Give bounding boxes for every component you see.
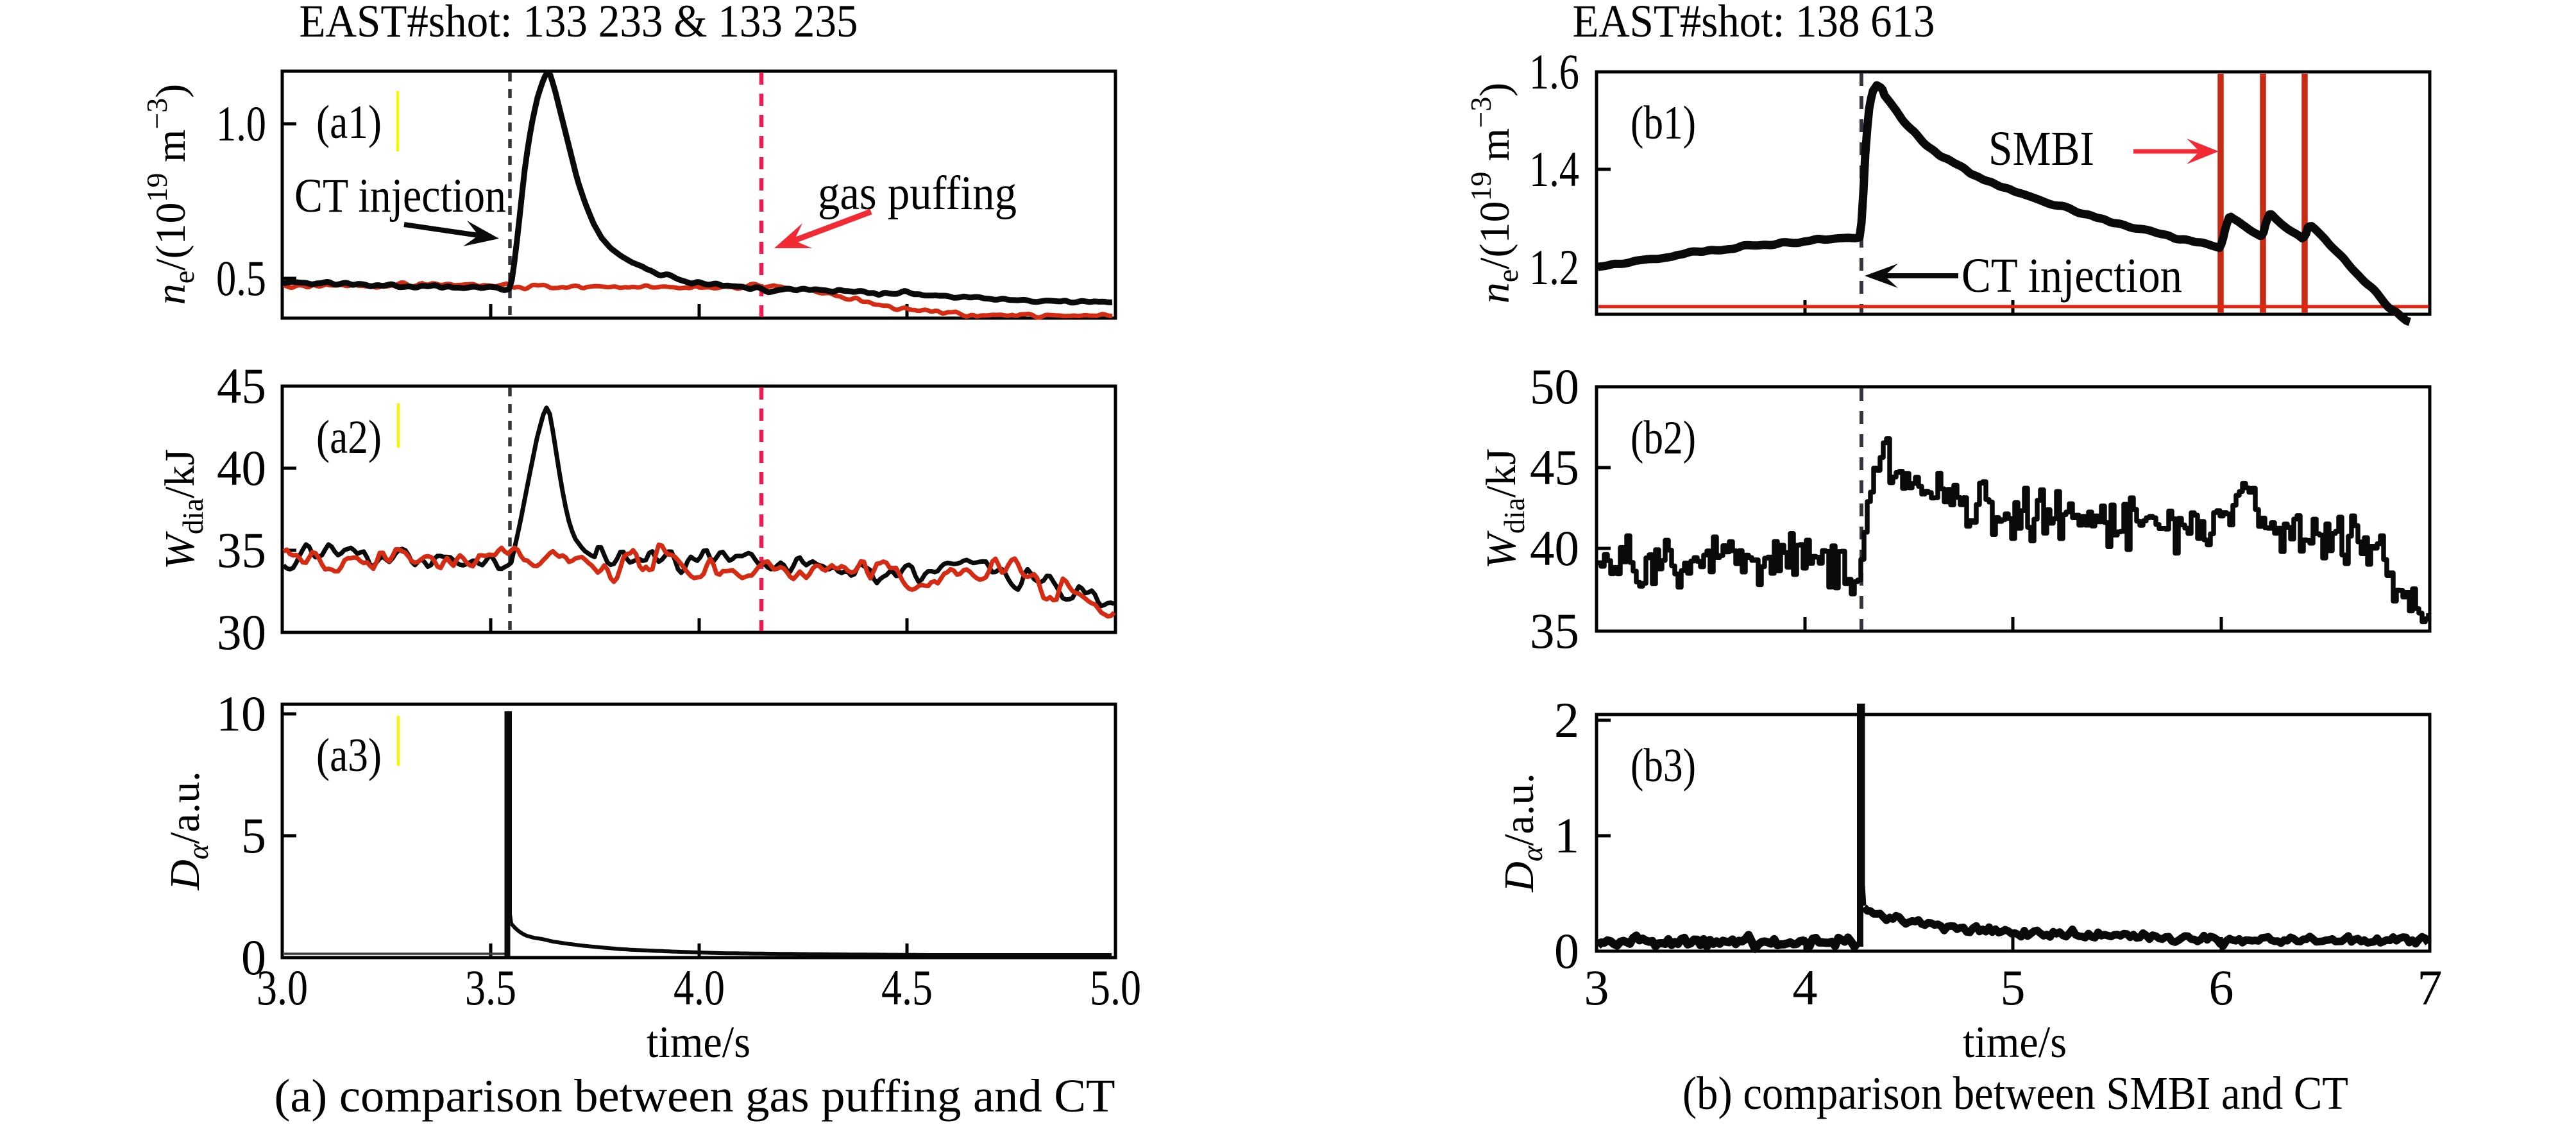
svg-text:ne/(1019 m−3): ne/(1019 m−3) [140,84,200,305]
svg-text:5: 5 [241,808,266,863]
svg-text:30: 30 [217,604,266,660]
svg-text:45: 45 [1530,439,1579,495]
svg-text:5: 5 [2001,960,2026,1015]
svg-text:45: 45 [217,358,266,414]
svg-text:2: 2 [1554,692,1579,748]
svg-text:(b3): (b3) [1631,740,1696,792]
svg-text:4.0: 4.0 [674,960,725,1015]
svg-text:1.0: 1.0 [216,96,266,151]
svg-text:(a1): (a1) [316,96,382,149]
svg-text:1.4: 1.4 [1529,141,1579,197]
svg-text:0: 0 [241,929,266,985]
svg-text:0: 0 [1554,923,1579,979]
svg-text:3.0: 3.0 [257,960,308,1015]
svg-text:0.5: 0.5 [216,250,266,306]
svg-text:1.2: 1.2 [1529,239,1579,295]
svg-text:40: 40 [217,440,266,496]
svg-text:5.0: 5.0 [1090,960,1141,1015]
svg-text:35: 35 [217,522,266,578]
svg-text:(b1): (b1) [1631,97,1696,149]
svg-text:Dα/a.u.: Dα/a.u. [1496,773,1548,892]
svg-text:ne/(1019 m−3): ne/(1019 m−3) [1464,83,1524,304]
svg-text:50: 50 [1530,359,1579,414]
svg-text:3: 3 [1584,960,1609,1015]
svg-text:EAST#shot: 138 613: EAST#shot: 138 613 [1573,0,1935,47]
svg-text:time/s: time/s [1963,1018,2067,1067]
svg-text:4.5: 4.5 [881,960,933,1015]
svg-text:(b2): (b2) [1631,412,1696,464]
svg-text:SMBI: SMBI [1988,122,2094,176]
svg-text:7: 7 [2418,960,2443,1015]
svg-text:Wdia/kJ: Wdia/kJ [157,449,209,570]
svg-text:Dα/a.u.: Dα/a.u. [162,771,214,890]
svg-text:CT injection: CT injection [294,169,506,223]
svg-text:35: 35 [1530,603,1579,659]
svg-text:6: 6 [2209,960,2234,1015]
svg-text:10: 10 [216,686,266,741]
svg-text:(b) comparison between SMBI an: (b) comparison between SMBI and CT [1682,1067,2348,1119]
svg-text:Wdia/kJ: Wdia/kJ [1478,448,1530,569]
svg-text:gas puffing: gas puffing [818,167,1017,220]
svg-text:(a3): (a3) [316,729,382,782]
svg-text:3.5: 3.5 [465,960,516,1015]
svg-text:EAST#shot: 133 233 & 133 235: EAST#shot: 133 233 & 133 235 [300,0,858,47]
svg-text:4: 4 [1793,960,1818,1015]
svg-text:time/s: time/s [647,1018,750,1067]
svg-text:(a2): (a2) [316,411,382,464]
svg-text:40: 40 [1530,520,1579,576]
svg-text:1: 1 [1554,808,1579,863]
svg-text:CT injection: CT injection [1962,249,2182,303]
svg-text:(a) comparison between gas puf: (a) comparison between gas puffing and C… [275,1070,1115,1122]
svg-text:1.6: 1.6 [1529,44,1579,99]
